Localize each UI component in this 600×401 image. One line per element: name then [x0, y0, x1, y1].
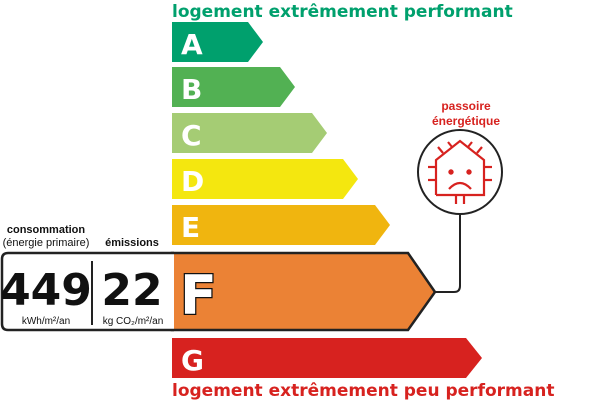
class-letter: F	[180, 264, 217, 327]
emissions-unit: kg CO₂/m²/an	[103, 316, 164, 327]
consumption-sublabel: (énergie primaire)	[3, 237, 90, 249]
class-letter: C	[181, 119, 202, 152]
class-bar-b: B	[172, 67, 295, 107]
consumption-label: consommation	[7, 224, 86, 236]
badge-circle	[417, 129, 503, 215]
badge-connector	[435, 214, 461, 293]
sad-house-heat-loss-icon	[428, 139, 492, 204]
class-letter: E	[181, 211, 200, 244]
class-bar-d: D	[172, 159, 358, 199]
class-bar-g: G	[172, 338, 482, 378]
bottom-label: logement extrêmement peu performant	[172, 381, 554, 401]
badge-line1: passoire	[441, 99, 491, 113]
class-letter: G	[181, 344, 204, 377]
class-letter: A	[181, 28, 203, 61]
emissions-label: émissions	[105, 237, 159, 249]
class-bar-e: E	[172, 205, 390, 245]
consumption-value: 449	[0, 265, 92, 316]
top-label: logement extrêmement performant	[172, 2, 513, 22]
class-bar-a: A	[172, 22, 263, 62]
badge-line2: énergétique	[432, 114, 500, 128]
class-bar-c: C	[172, 113, 327, 153]
emissions-value: 22	[101, 265, 162, 316]
consumption-unit: kWh/m²/an	[22, 316, 70, 327]
class-letter: D	[181, 165, 204, 198]
class-letter: B	[181, 73, 202, 106]
class-bar-f-current: F	[170, 251, 437, 332]
values-box	[0, 251, 174, 332]
